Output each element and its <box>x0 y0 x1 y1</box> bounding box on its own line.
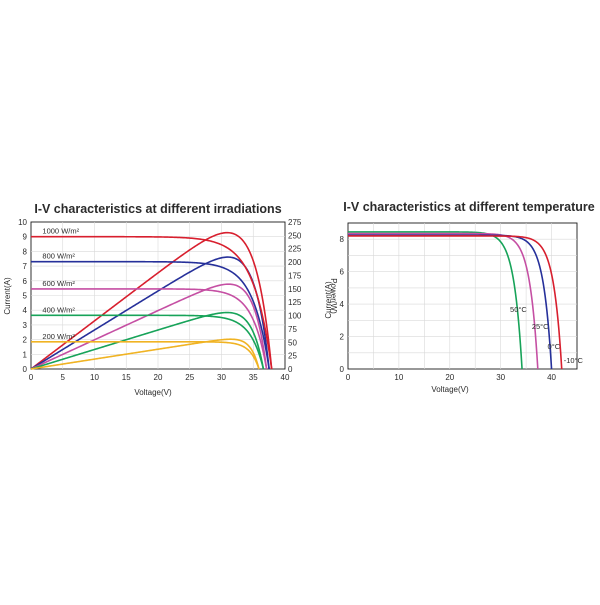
iv-curve-4 <box>31 341 260 370</box>
irradiance-power-tick-label: 275 <box>288 218 302 227</box>
iv-curve-1 <box>31 260 270 370</box>
irradiance-power-tick-label: 225 <box>288 245 302 254</box>
irradiance-power-tick-label: 175 <box>288 271 302 280</box>
irradiance-y-tick-label: 10 <box>18 218 27 227</box>
irradiance-series-label: 1000 W/m² <box>42 227 79 236</box>
iv-curve-3 <box>31 314 265 370</box>
irradiance-y-tick-label: 9 <box>23 233 28 242</box>
temperature-series-label: -10°C <box>564 356 584 365</box>
irradiance-chart: I-V characteristics at different irradia… <box>3 202 338 397</box>
temperature-y-tick-label: 8 <box>340 235 345 244</box>
irradiance-y-tick-label: 4 <box>23 306 28 315</box>
power-curve-1 <box>30 256 270 370</box>
irradiance-y-tick-label: 3 <box>23 321 28 330</box>
irradiance-y-tick-label: 1 <box>23 350 28 359</box>
irradiance-y-tick-label: 2 <box>23 336 28 345</box>
temperature-grid <box>348 223 577 369</box>
irradiance-x-tick-label: 10 <box>90 373 99 382</box>
temperature-y-tick-label: 6 <box>340 268 345 277</box>
temperature-y-axis-label: Current(A) <box>324 281 333 319</box>
temperature-series-label: 25°C <box>532 322 549 331</box>
irradiance-series-label: 800 W/m² <box>42 252 75 261</box>
irradiance-power-tick-label: 150 <box>288 285 302 294</box>
irradiance-tick-labels: 0 5 10 15 20 25 30 35 40012345678910025507510012… <box>18 218 302 382</box>
irradiance-y-tick-label: 5 <box>23 292 28 301</box>
power-curve-0 <box>30 231 273 370</box>
irradiance-x-tick-label: 0 <box>29 373 34 382</box>
temperature-plot-area <box>347 222 578 370</box>
temperature-y-tick-label: 2 <box>340 333 345 342</box>
irradiance-x-tick-label: 30 <box>217 373 226 382</box>
irradiance-series-label: 600 W/m² <box>42 279 75 288</box>
irradiance-power-tick-label: 50 <box>288 338 297 347</box>
power-curve-3 <box>30 311 265 370</box>
iv-curve-0 <box>31 235 273 370</box>
temperature-x-tick-label: 20 <box>445 373 454 382</box>
temperature-x-tick-label: 10 <box>394 373 403 382</box>
irradiance-y-tick-label: 8 <box>23 247 28 256</box>
temperature-chart-title: I-V characteristics at different tempera… <box>343 200 595 214</box>
irradiance-x-tick-label: 15 <box>122 373 131 382</box>
irradiance-x-tick-label: 35 <box>249 373 258 382</box>
irradiance-y-tick-label: 0 <box>23 365 28 374</box>
irradiance-y-tick-label: 7 <box>23 262 28 271</box>
irradiance-y-axis-label: Current(A) <box>3 277 12 315</box>
irradiance-y-tick-label: 6 <box>23 277 28 286</box>
irradiance-series-label: 200 W/m² <box>42 332 75 341</box>
iv-curve-2 <box>30 288 268 370</box>
temperature-y-tick-label: 0 <box>340 365 345 374</box>
temperature-series-label: 50°C <box>510 305 527 314</box>
temperature-y-tick-label: 4 <box>340 300 345 309</box>
irradiance-chart-title: I-V characteristics at different irradia… <box>34 202 281 216</box>
temperature-series-label: 0°C <box>548 342 561 351</box>
temperature-x-tick-label: 30 <box>496 373 505 382</box>
temperature-iv-curves <box>348 231 563 370</box>
temperature-x-tick-label: 0 <box>346 373 351 382</box>
irradiance-x-tick-label: 5 <box>61 373 66 382</box>
irradiance-power-tick-label: 125 <box>288 298 302 307</box>
temperature-x-tick-label: 40 <box>547 373 556 382</box>
temperature-tick-labels: 0 10 20 30 40 0 2 4 6 8 <box>340 235 557 382</box>
irradiance-series-labels: 1000 W/m² 800 W/m² 600 W/m² 400 W/m² 200 W/m… <box>42 227 79 341</box>
temperature-curve-3 <box>348 235 563 370</box>
temperature-x-axis-label: Voltage(V) <box>431 385 469 394</box>
temperature-chart: I-V characteristics at different tempera… <box>324 200 595 394</box>
irradiance-x-tick-label: 25 <box>185 373 194 382</box>
irradiance-x-axis-label: Voltage(V) <box>134 388 172 397</box>
irradiance-power-tick-label: 0 <box>288 365 293 374</box>
irradiance-power-tick-label: 75 <box>288 325 297 334</box>
temperature-series-labels: 50°C 25°C 0°C-10°C <box>510 305 584 365</box>
power-curve-4 <box>30 338 260 370</box>
irradiance-series-label: 400 W/m² <box>42 305 75 314</box>
irradiance-power-tick-label: 200 <box>288 258 302 267</box>
irradiance-power-tick-label: 100 <box>288 312 302 321</box>
irradiance-x-tick-label: 20 <box>154 373 163 382</box>
irradiance-power-tick-label: 250 <box>288 231 302 240</box>
irradiance-x-tick-label: 40 <box>281 373 290 382</box>
irradiance-iv-curves <box>30 235 273 370</box>
irradiance-power-tick-label: 25 <box>288 352 297 361</box>
irradiance-power-axis-label: Power(W) <box>329 278 338 314</box>
